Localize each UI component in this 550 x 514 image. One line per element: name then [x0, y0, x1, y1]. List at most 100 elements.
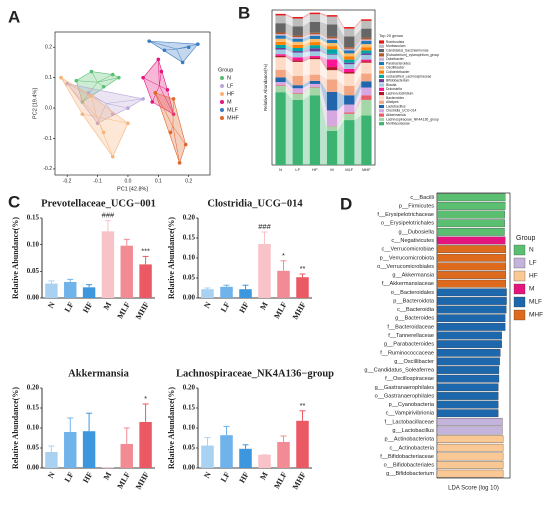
bar-segment	[361, 28, 372, 38]
y-tick-label: 0.20	[183, 214, 196, 222]
legend-swatch	[379, 53, 384, 57]
bar-segment	[344, 112, 355, 114]
point	[186, 45, 191, 50]
bar	[436, 400, 499, 409]
category-label: g__Candidatus_Soleaferrea	[364, 368, 435, 374]
bar	[239, 289, 252, 298]
panel-label: D	[340, 194, 352, 213]
bar-segment	[309, 38, 321, 43]
flow-band	[337, 24, 345, 48]
bar-segment	[292, 51, 303, 53]
category-label: p__Verrucomicrobiota	[380, 255, 435, 261]
bar	[82, 431, 96, 468]
category-label: o__Verrucomicrobiales	[377, 264, 434, 270]
bar-segment	[361, 44, 372, 48]
flow-band	[354, 44, 362, 57]
category-label: f__Oscillospiraceae	[385, 376, 434, 382]
bar-segment	[275, 54, 286, 56]
y-tick-label: -0.1	[43, 136, 52, 142]
bar-segment	[361, 115, 372, 165]
y-axis-label: PC2 [19.4%]	[32, 88, 38, 119]
flow-band	[320, 95, 327, 165]
chart-title: Lachnospiraceae_NK4A136−group	[176, 368, 334, 379]
flow-band	[354, 28, 362, 48]
point	[126, 106, 130, 110]
bar-segment	[275, 34, 286, 36]
bar-segment	[275, 85, 286, 86]
significance-label: ***	[141, 246, 150, 255]
bar-segment	[275, 23, 286, 33]
point	[117, 75, 121, 80]
bar-segment	[309, 12, 321, 15]
bar-segment	[309, 32, 321, 35]
bar	[436, 262, 507, 271]
point	[162, 48, 167, 53]
legend-label: Muribaculum	[386, 44, 406, 48]
point	[177, 161, 182, 165]
category-label: g__Akkermansia	[392, 273, 435, 279]
centroid-link	[97, 103, 107, 124]
centroid-link	[172, 126, 186, 145]
y-tick-label: 0.10	[183, 254, 196, 262]
point	[89, 69, 94, 74]
flow-band	[320, 42, 327, 50]
x-tick-label: M	[258, 470, 270, 481]
bar	[436, 245, 507, 254]
centroid-link	[155, 92, 174, 127]
bar	[436, 271, 507, 279]
legend-label: Lachnoclostridium	[386, 91, 414, 95]
centroid-link	[176, 48, 183, 63]
flow-band	[302, 87, 310, 94]
bar	[436, 305, 507, 314]
bar-segment	[326, 43, 338, 47]
point	[171, 97, 176, 101]
bar-segment	[361, 99, 372, 116]
bar-segment	[344, 53, 355, 57]
legend-label: Bifidobacterium	[386, 79, 410, 83]
flow-band	[320, 12, 327, 17]
flow-band	[285, 23, 293, 36]
bar-segment	[361, 59, 372, 62]
bar	[296, 277, 309, 298]
bar-segment	[361, 81, 372, 88]
bar	[277, 442, 290, 468]
bar-segment	[361, 87, 372, 96]
legend-swatch	[379, 117, 384, 121]
point	[110, 72, 115, 77]
flow-band	[285, 44, 293, 52]
bar	[436, 469, 504, 478]
flow-band	[354, 59, 362, 72]
category-label: c__Bacteroidia	[397, 307, 435, 313]
bar	[436, 236, 506, 245]
significance-label: **	[300, 264, 306, 273]
flow-band	[320, 51, 327, 60]
bar-segment	[344, 47, 355, 49]
flow-band	[320, 14, 327, 25]
centroid-link	[91, 71, 98, 83]
panel-label: C	[8, 192, 20, 211]
flow-band	[285, 38, 293, 45]
centroid-link	[172, 98, 174, 127]
point	[126, 121, 130, 126]
bar	[436, 322, 506, 331]
legend-swatch	[379, 74, 384, 78]
bar	[101, 231, 115, 298]
bar-segment	[292, 38, 303, 42]
flow-band	[320, 38, 327, 47]
y-axis-label: Relative Abundance(%)	[167, 217, 176, 299]
bar	[436, 314, 506, 323]
bar-segment	[344, 48, 355, 51]
y-tick-label: 0.1	[45, 75, 52, 81]
legend-swatch	[379, 70, 384, 74]
x-tick-label: LF	[63, 470, 76, 483]
flow-band	[302, 57, 310, 62]
category-label: o__Bacteroidales	[391, 290, 434, 296]
bar-segment	[275, 49, 286, 55]
legend-label: HF	[227, 91, 235, 97]
point	[80, 100, 85, 104]
centroid-link	[164, 48, 177, 51]
legend-swatch	[379, 66, 384, 70]
flow-band	[337, 70, 345, 86]
bar-segment	[344, 68, 355, 72]
category-label: f__Bifidobacteriaceae	[380, 454, 434, 460]
